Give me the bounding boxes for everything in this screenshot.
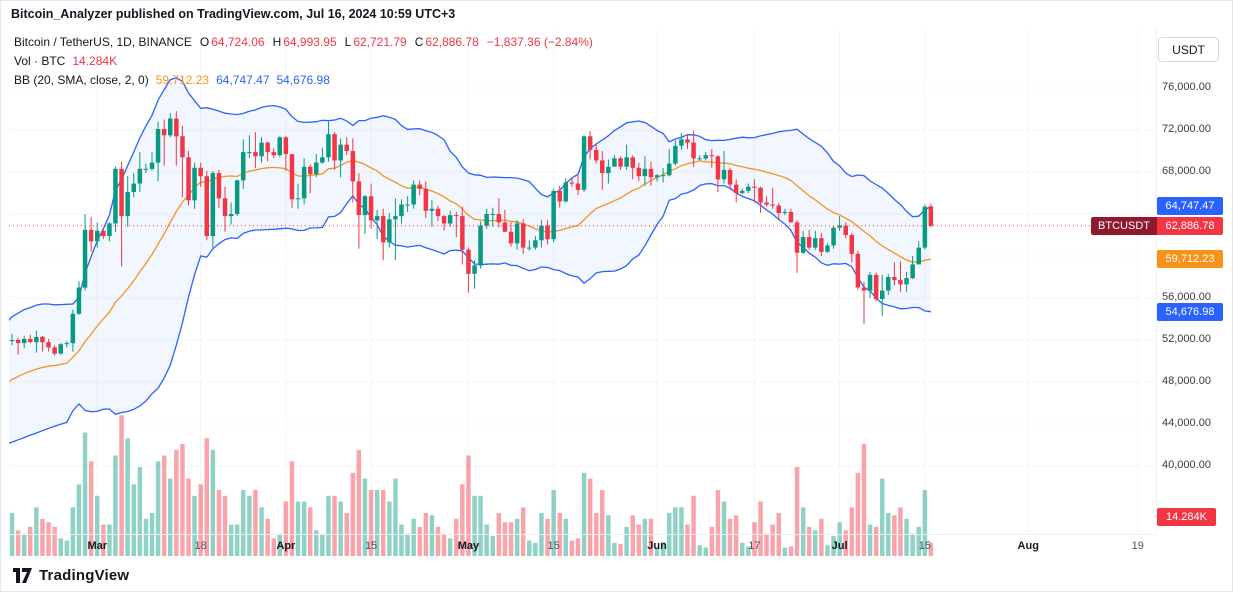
time-axis-label: 15 — [547, 540, 560, 552]
price-axis-label: 68,000.00 — [1162, 165, 1211, 177]
bb-lower-value: 54,676.98 — [276, 73, 330, 87]
low-value: 62,721.79 — [353, 35, 407, 49]
time-axis-label: 18 — [194, 540, 207, 552]
time-axis-label: Jul — [831, 540, 848, 552]
time-axis-label: 15 — [364, 540, 378, 552]
attribution-text: Bitcoin_Analyzer published on TradingVie… — [11, 7, 456, 21]
gridlines — [9, 29, 1153, 534]
price-axis[interactable]: 76,000.00 72,000.00 68,000.00 56,000.00 52,0… — [1156, 29, 1232, 534]
bb-fill — [9, 77, 931, 443]
close-field: C 62,886.78 — [415, 33, 479, 52]
high-value: 64,993.95 — [283, 35, 337, 49]
close-label: C — [414, 35, 424, 49]
time-axis-label: May — [457, 540, 480, 552]
price-axis-label: 44,000.00 — [1162, 417, 1211, 429]
bb-legend-row: BB (20, SMA, close, 2, 0) 59,712.23 64,7… — [14, 71, 593, 90]
time-axis-label: Mar — [87, 540, 107, 552]
price-axis-label: 48,000.00 — [1162, 375, 1211, 387]
bb-upper-value: 64,747.47 — [216, 73, 270, 87]
change-value: −1,837.36 (−2.84%) — [486, 35, 593, 49]
bb-indicator-title[interactable]: BB (20, SMA, close, 2, 0) — [14, 73, 149, 87]
symbol-title[interactable]: Bitcoin / TetherUS, 1D, BINANCE — [14, 35, 192, 49]
open-value: 64,724.06 — [211, 35, 265, 49]
time-axis-label: 19 — [1131, 540, 1144, 552]
price-axis-label: 40,000.00 — [1162, 459, 1211, 471]
open-label: O — [199, 35, 210, 49]
chart-legend: Bitcoin / TetherUS, 1D, BINANCE O 64,724.… — [14, 33, 593, 90]
time-axis-label: 15 — [918, 540, 931, 552]
price-axis-label: 76,000.00 — [1162, 81, 1211, 93]
volume-indicator-title[interactable]: Vol · BTC — [14, 54, 66, 68]
open-field: O 64,724.06 — [200, 33, 265, 52]
time-axis[interactable]: Mar 18 Apr 15 May 15 Jun 17 Jul 15 Aug 19 — [9, 534, 1156, 559]
close-value: 62,886.78 — [425, 35, 479, 49]
tradingview-brand-text[interactable]: TradingView — [39, 567, 130, 584]
currency-toggle-button[interactable]: USDT — [1158, 37, 1219, 62]
time-axis-label: 17 — [748, 540, 761, 552]
price-axis-label: 56,000.00 — [1162, 291, 1211, 303]
candles-layer — [9, 111, 934, 356]
price-axis-label: 72,000.00 — [1162, 123, 1211, 135]
low-field: L 62,721.79 — [345, 33, 407, 52]
time-axis-label: Jun — [647, 540, 667, 552]
bb-basis-line — [9, 159, 932, 383]
volume-legend-row: Vol · BTC 14.284K — [14, 52, 593, 71]
symbol-legend-row: Bitcoin / TetherUS, 1D, BINANCE O 64,724.… — [14, 33, 593, 52]
time-axis-label: Apr — [276, 540, 296, 552]
high-label: H — [272, 35, 282, 49]
volume-value: 14.284K — [72, 54, 118, 68]
high-field: H 64,993.95 — [273, 33, 337, 52]
footer: TradingView — [13, 567, 129, 584]
price-axis-label: 52,000.00 — [1162, 333, 1211, 345]
bb-basis-value: 59,712.23 — [155, 73, 210, 87]
tradingview-logo-icon[interactable] — [13, 568, 32, 583]
low-label: L — [344, 35, 352, 49]
time-axis-label: Aug — [1017, 540, 1039, 552]
bb-lower-line — [9, 183, 931, 444]
